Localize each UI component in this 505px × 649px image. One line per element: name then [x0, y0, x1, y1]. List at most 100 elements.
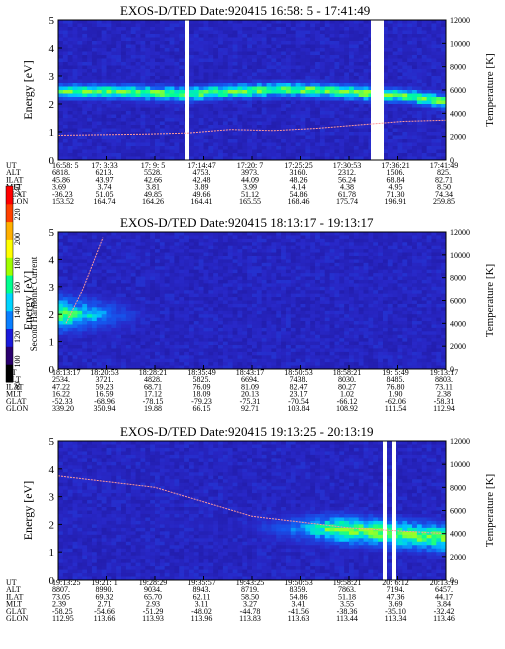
- heat-cell: [295, 23, 301, 28]
- heat-cell: [416, 58, 423, 63]
- heat-cell: [222, 232, 229, 236]
- heat-cell: [242, 297, 248, 301]
- heat-cell: [232, 324, 238, 329]
- heat-cell: [58, 303, 64, 308]
- heat-cell: [218, 249, 224, 253]
- heat-cell: [150, 100, 156, 105]
- heat-cell: [382, 107, 389, 112]
- heat-cell: [96, 51, 103, 56]
- heat-cell: [159, 55, 166, 59]
- heat-cell: [111, 290, 117, 295]
- heat-cell: [285, 100, 292, 105]
- heat-cell: [121, 142, 127, 147]
- heat-cell: [271, 86, 277, 91]
- heat-cell: [67, 30, 73, 35]
- heat-cell: [155, 90, 161, 94]
- heat-cell: [135, 269, 141, 274]
- heat-cell: [363, 83, 369, 87]
- heat-cell: [281, 37, 287, 42]
- heat-cell: [319, 121, 326, 126]
- heat-cell: [237, 249, 243, 253]
- heat-cell: [310, 76, 316, 80]
- heat-cell: [363, 128, 369, 133]
- heat-cell: [261, 62, 267, 66]
- table-cell: 4.14: [292, 183, 306, 192]
- heat-cell: [82, 20, 88, 24]
- heat-cell: [193, 334, 200, 339]
- heat-cell: [169, 23, 175, 28]
- heat-cell: [116, 76, 122, 80]
- heat-cell: [130, 83, 136, 87]
- heat-cell: [193, 293, 200, 298]
- heat-cell: [305, 55, 311, 59]
- heat-cell: [130, 121, 136, 126]
- heat-cell: [164, 104, 170, 108]
- heat-cell: [232, 259, 238, 264]
- heat-cell: [159, 283, 166, 288]
- heat-cell: [203, 146, 209, 150]
- heat-cell: [349, 86, 355, 91]
- heat-cell: [441, 65, 447, 70]
- heat-cell: [116, 100, 122, 105]
- heat-cell: [106, 121, 112, 126]
- heat-cell: [392, 20, 398, 24]
- heat-cell: [266, 139, 272, 143]
- heat-cell: [67, 273, 73, 277]
- heat-cell: [344, 90, 350, 94]
- heat-cell: [339, 65, 345, 70]
- heat-cell: [140, 125, 146, 129]
- heat-cell: [130, 135, 136, 140]
- heat-cell: [87, 72, 93, 77]
- heat-cell: [72, 355, 78, 360]
- heat-cell: [62, 355, 69, 360]
- heat-cell: [353, 83, 360, 87]
- heat-cell: [106, 324, 112, 329]
- heat-cell: [164, 259, 170, 264]
- heat-cell: [198, 283, 204, 288]
- heat-cell: [130, 245, 136, 250]
- heat-cell: [135, 249, 141, 253]
- heat-cell: [421, 65, 427, 70]
- heat-cell: [198, 338, 204, 342]
- heat-cell: [407, 135, 413, 140]
- heat-cell: [116, 58, 122, 63]
- heat-cell: [116, 114, 122, 119]
- heat-cell: [150, 44, 156, 49]
- heat-cell: [155, 358, 161, 363]
- heat-cell: [232, 23, 238, 28]
- heat-cell: [111, 72, 117, 77]
- heat-cell: [77, 286, 83, 291]
- heat-cell: [247, 44, 253, 49]
- heat-cell: [125, 41, 132, 45]
- heat-cell: [358, 30, 364, 35]
- heat-cell: [188, 235, 195, 240]
- heat-cell: [242, 245, 248, 250]
- heat-cell: [295, 90, 301, 94]
- heat-cell: [198, 348, 204, 353]
- heat-cell: [349, 139, 355, 143]
- heat-cell: [96, 37, 103, 42]
- heat-cell: [62, 310, 69, 315]
- heat-cell: [130, 286, 136, 291]
- heat-cell: [310, 139, 316, 143]
- heat-cell: [261, 41, 267, 45]
- heat-cell: [431, 104, 437, 108]
- heat-cell: [222, 132, 229, 136]
- heat-cell: [72, 69, 78, 73]
- heat-cell: [164, 65, 170, 70]
- heat-cell: [295, 27, 301, 31]
- heat-cell: [213, 104, 219, 108]
- heat-cell: [285, 104, 292, 108]
- heat-cell: [387, 118, 394, 122]
- heat-cell: [436, 149, 442, 154]
- heat-cell: [305, 153, 311, 157]
- heat-cell: [164, 72, 170, 77]
- heat-cell: [256, 300, 263, 305]
- heat-cell: [77, 93, 83, 98]
- heat-cell: [140, 90, 146, 94]
- heat-cell: [62, 125, 69, 129]
- heat-cell: [82, 65, 88, 70]
- heat-cell: [232, 351, 238, 356]
- heat-cell: [392, 153, 398, 157]
- heat-cell: [198, 48, 204, 52]
